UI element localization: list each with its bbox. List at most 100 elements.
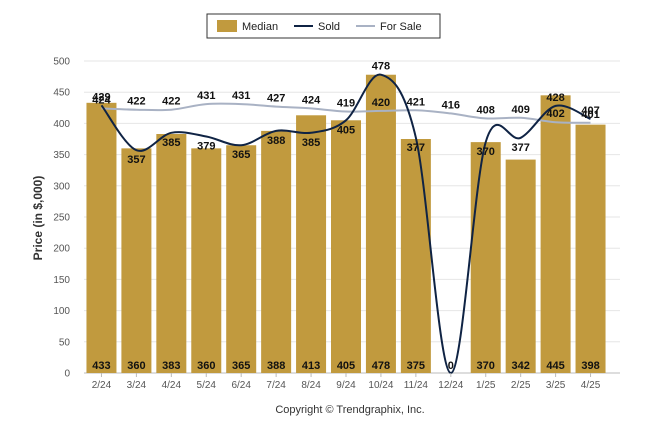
y-tick-label: 300 (53, 181, 70, 192)
y-axis-ticks: 0 50 100 150 200 250 300 350 400 450 500 (53, 57, 70, 380)
median-value-label: 413 (302, 360, 320, 372)
y-tick-label: 450 (53, 88, 70, 99)
copyright-text: Copyright © Trendgraphix, Inc. (275, 404, 424, 416)
for-sale-value-label: 401 (581, 109, 599, 121)
sold-value-label: 385 (302, 137, 320, 149)
median-bars (86, 74, 606, 374)
x-tick-label: 9/24 (336, 380, 356, 391)
for-sale-value-label: 424 (302, 94, 321, 106)
median-value-label: 360 (127, 360, 145, 372)
x-tick-label: 3/25 (546, 380, 566, 391)
for-sale-value-label: 427 (267, 93, 285, 105)
sold-series (100, 73, 591, 375)
median-bar (156, 134, 187, 373)
median-bar (575, 124, 606, 373)
y-tick-label: 200 (53, 244, 70, 255)
median-bar (121, 148, 152, 373)
sold-line (100, 73, 591, 375)
for-sale-value-label: 416 (442, 99, 460, 111)
x-tick-label: 2/24 (92, 380, 112, 391)
x-tick-label: 1/25 (476, 380, 496, 391)
for-sale-value-label: 409 (511, 104, 529, 116)
sold-value-label: 385 (162, 137, 180, 149)
y-tick-label: 0 (64, 369, 70, 380)
sold-value-label: 405 (337, 124, 355, 136)
sold-value-label: 388 (267, 135, 285, 147)
sold-value-label: 478 (372, 61, 390, 73)
median-value-label: 365 (232, 360, 250, 372)
median-bar (505, 159, 536, 373)
median-value-label: 388 (267, 360, 285, 372)
median-bar (261, 130, 292, 373)
y-tick-label: 400 (53, 119, 70, 130)
data-labels: 433 360 383 360 365 388 413 405 478 375 0 370 342 445… (92, 61, 599, 372)
x-tick-label: 7/24 (266, 380, 286, 391)
for-sale-value-label: 421 (407, 96, 425, 108)
median-value-label: 478 (372, 360, 390, 372)
median-value-label: 445 (546, 360, 564, 372)
x-tick-label: 11/24 (404, 380, 429, 391)
for-sale-value-label: 431 (232, 90, 250, 102)
sold-value-label: 429 (92, 91, 110, 103)
median-value-label: 398 (581, 360, 599, 372)
x-tick-label: 2/25 (511, 380, 531, 391)
y-tick-label: 500 (53, 57, 70, 68)
x-tick-label: 12/24 (438, 380, 463, 391)
median-bar (540, 95, 571, 373)
y-tick-label: 50 (59, 337, 71, 348)
y-tick-label: 350 (53, 150, 70, 161)
median-bar (400, 139, 431, 373)
legend-median-label: Median (242, 21, 278, 33)
median-bar (226, 145, 257, 373)
for-sale-value-label: 422 (127, 96, 145, 108)
median-bar (365, 74, 396, 373)
sold-value-label: 365 (232, 149, 250, 161)
median-value-label: 405 (337, 360, 355, 372)
legend-sold-label: Sold (318, 21, 340, 33)
legend-forsale-label: For Sale (380, 21, 422, 33)
x-tick-label: 5/24 (197, 380, 217, 391)
x-tick-label: 10/24 (368, 380, 393, 391)
x-tick-label: 3/24 (127, 380, 147, 391)
y-tick-label: 100 (53, 306, 70, 317)
legend-median-swatch (217, 20, 237, 32)
x-tick-label: 4/24 (162, 380, 182, 391)
for-sale-series (101, 102, 591, 124)
sold-value-label: 377 (511, 142, 529, 154)
x-tick-label: 8/24 (301, 380, 321, 391)
median-bar (191, 148, 222, 373)
for-sale-value-label: 424 (92, 94, 111, 106)
y-tick-label: 250 (53, 213, 70, 224)
for-sale-value-label: 420 (372, 97, 390, 109)
legend: Median Sold For Sale (206, 13, 441, 39)
y-tick-label: 150 (53, 275, 70, 286)
median-value-label: 370 (477, 360, 495, 372)
median-value-label: 375 (407, 360, 425, 372)
sold-value-label: 377 (407, 142, 425, 154)
sold-value-label: 357 (127, 154, 145, 166)
median-value-label: 342 (511, 360, 529, 372)
x-tick-label: 4/25 (581, 380, 601, 391)
median-bar (296, 115, 327, 374)
sold-value-label: 370 (477, 146, 495, 158)
for-sale-value-label: 422 (162, 96, 180, 108)
median-value-label: 0 (448, 360, 454, 372)
x-axis-ticks: 2/24 3/24 4/24 5/24 6/24 7/24 8/24 9/24 10/24 11/… (92, 373, 601, 391)
y-axis-label: Price (in $,000) (31, 176, 45, 261)
sold-value-label: 428 (546, 92, 564, 104)
for-sale-value-label: 402 (546, 108, 564, 120)
sold-value-label: 379 (197, 141, 215, 153)
median-value-label: 383 (162, 360, 180, 372)
median-bar (331, 120, 361, 373)
for-sale-value-label: 431 (197, 90, 215, 102)
sold-value-label: 407 (581, 105, 599, 117)
for-sale-value-label: 419 (337, 98, 355, 110)
median-value-label: 433 (92, 360, 110, 372)
median-bar (86, 102, 117, 374)
x-tick-label: 6/24 (231, 380, 251, 391)
for-sale-value-label: 408 (477, 104, 495, 116)
median-value-label: 360 (197, 360, 215, 372)
median-bar (470, 142, 501, 373)
